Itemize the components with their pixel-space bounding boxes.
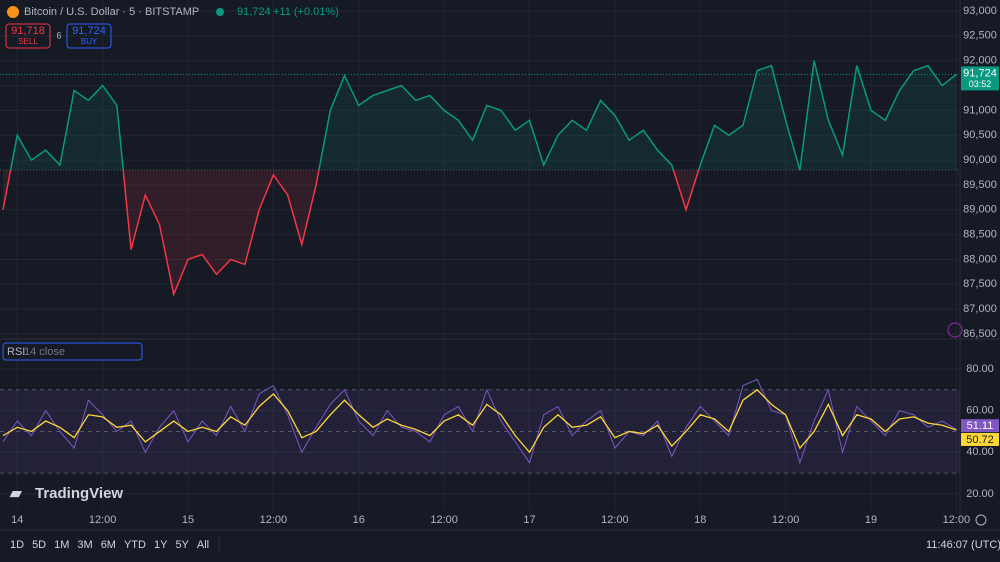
range-button[interactable]: YTD	[124, 539, 146, 551]
y-tick-label: 91,000	[963, 104, 997, 116]
rsi-line	[2, 378, 957, 465]
y-tick-label: 92,500	[963, 30, 997, 42]
x-tick-label: 12:00	[260, 514, 288, 526]
buy-box	[66, 23, 112, 49]
sell-box	[5, 23, 51, 49]
buy-label: BUY	[81, 37, 98, 46]
y-tick-label: 80.00	[966, 363, 994, 375]
rsi-legend-box[interactable]	[2, 342, 143, 361]
y-tick-label: 88,000	[963, 253, 997, 265]
range-button[interactable]: 5Y	[175, 539, 189, 551]
y-tick-label: 89,000	[963, 204, 997, 216]
x-tick-label: 16	[353, 514, 365, 526]
spread: 6	[56, 30, 61, 40]
watermark: TradingView	[35, 485, 123, 502]
range-button[interactable]: 3M	[77, 539, 92, 551]
x-tick-label: 12:00	[943, 514, 971, 526]
y-tick-label: 60.00	[966, 405, 994, 417]
x-tick-label: 17	[523, 514, 535, 526]
sell-button[interactable]: 91,718 SELL	[5, 23, 51, 49]
x-tick-label: 18	[694, 514, 706, 526]
y-tick-label: 90,000	[963, 154, 997, 166]
settings-icon[interactable]	[975, 514, 987, 526]
value-badge-label: 50.72	[966, 434, 994, 446]
y-tick-label: 40.00	[966, 446, 994, 458]
y-tick-label: 90,500	[963, 129, 997, 141]
range-button[interactable]: 1M	[54, 539, 69, 551]
rsi-params: 14 close	[24, 346, 65, 358]
sell-price: 91,718	[11, 25, 45, 37]
range-button[interactable]: 5D	[32, 539, 46, 551]
clock: 11:46:07 (UTC)	[926, 539, 1000, 551]
btc-icon	[7, 6, 19, 18]
y-tick-label: 20.00	[966, 488, 994, 500]
x-tick-label: 12:00	[89, 514, 117, 526]
y-tick-label: 86,500	[963, 328, 997, 340]
status-dot	[216, 8, 224, 16]
y-tick-label: 89,500	[963, 179, 997, 191]
rsi-line	[2, 388, 957, 454]
logo: ▰	[9, 485, 22, 502]
x-tick-label: 12:00	[772, 514, 800, 526]
value-badge	[961, 419, 999, 433]
x-tick-label: 12:00	[601, 514, 629, 526]
symbol: Bitcoin / U.S. Dollar · 5 · BITSTAMP	[24, 6, 199, 18]
last-price: 91,724	[237, 6, 271, 18]
y-tick-label: 88,500	[963, 229, 997, 241]
value-badge	[961, 432, 999, 446]
price-badge-label: 91,724	[963, 67, 997, 79]
buy-button[interactable]: 91,724 BUY	[66, 23, 112, 49]
price-badge	[961, 66, 999, 91]
sell-label: SELL	[18, 37, 38, 46]
y-tick-label: 93,000	[963, 5, 997, 17]
x-tick-label: 15	[182, 514, 194, 526]
range-button[interactable]: 1D	[10, 539, 24, 551]
value-badge-label: 51.11	[967, 420, 994, 432]
x-tick-label: 14	[11, 514, 23, 526]
countdown: 03:52	[969, 79, 992, 89]
rsi-title: RSI	[7, 346, 25, 358]
y-tick-label: 92,000	[963, 55, 997, 67]
price-line	[2, 60, 957, 297]
x-tick-label: 12:00	[430, 514, 458, 526]
range-button[interactable]: 1Y	[154, 539, 168, 551]
x-tick-label: 19	[865, 514, 877, 526]
buy-price: 91,724	[72, 25, 106, 37]
alert-icon[interactable]	[947, 322, 963, 338]
y-tick-label: 87,000	[963, 303, 997, 315]
y-tick-label: 87,500	[963, 278, 997, 290]
change: +11 (+0.01%)	[273, 6, 339, 18]
price-area	[3, 60, 957, 295]
range-button[interactable]: All	[197, 539, 209, 551]
range-button[interactable]: 6M	[101, 539, 116, 551]
